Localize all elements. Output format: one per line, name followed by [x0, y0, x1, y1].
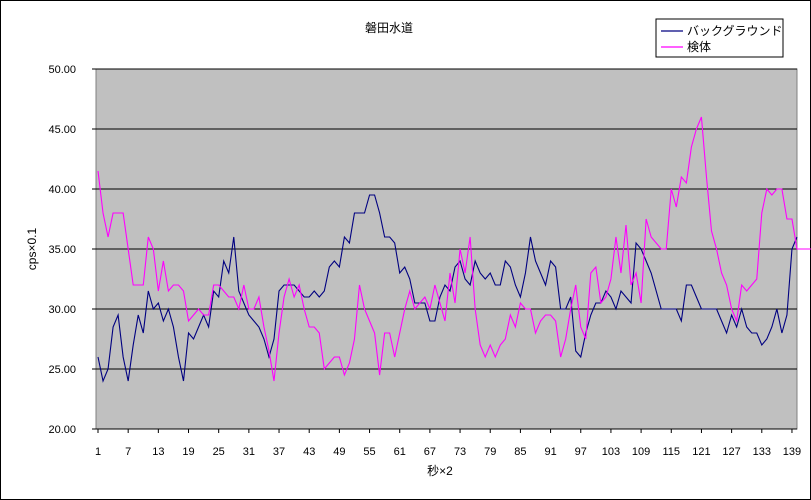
x-tick-label: 73	[454, 446, 466, 458]
x-tick-label: 43	[303, 446, 315, 458]
series-line-background	[97, 194, 798, 383]
x-tick-label: 31	[243, 446, 255, 458]
legend-label-sample: 検体	[687, 40, 711, 54]
x-tick-label: 139	[783, 446, 801, 458]
y-tick-label: 30.00	[48, 304, 76, 316]
legend-label-background: バックグラウンド	[687, 24, 783, 38]
x-axis-ticks: 1 7 13 19 25 31 37 43 49 55 61 67 73 79 85 91 97 103 109 11…	[95, 429, 801, 458]
x-tick-label: 67	[424, 446, 436, 458]
series-line-sample	[97, 116, 811, 382]
series-lines	[97, 116, 811, 383]
x-tick-label: 13	[152, 446, 164, 458]
y-tick-label: 20.00	[48, 424, 76, 436]
x-tick-label: 97	[575, 446, 587, 458]
x-tick-label: 91	[544, 446, 556, 458]
legend-box	[655, 18, 784, 58]
y-tick-label: 50.00	[48, 64, 76, 76]
legend: バックグラウンド 検体	[655, 18, 784, 58]
x-tick-label: 103	[602, 446, 620, 458]
x-tick-label: 133	[753, 446, 771, 458]
chart-title: 磐田水道	[365, 21, 413, 35]
y-tick-label: 25.00	[48, 364, 76, 376]
x-tick-label: 25	[213, 446, 225, 458]
x-tick-label: 121	[692, 446, 710, 458]
y-tick-label: 45.00	[48, 124, 76, 136]
x-tick-label: 19	[182, 446, 194, 458]
x-tick-label: 79	[484, 446, 496, 458]
y-axis-title: cps×0.1	[25, 227, 39, 270]
y-tick-label: 35.00	[48, 244, 76, 256]
x-tick-label: 85	[514, 446, 526, 458]
y-tick-label: 40.00	[48, 184, 76, 196]
y-axis-ticks: 20.00 25.00 30.00 35.00 40.00 45.00 50.00	[48, 64, 96, 436]
x-tick-label: 55	[363, 446, 375, 458]
x-tick-label: 1	[95, 446, 101, 458]
x-tick-label: 7	[125, 446, 131, 458]
x-tick-label: 127	[722, 446, 740, 458]
x-tick-label: 49	[333, 446, 345, 458]
x-axis-title: 秒×2	[427, 464, 453, 478]
x-tick-label: 109	[632, 446, 650, 458]
x-tick-label: 61	[394, 446, 406, 458]
x-tick-label: 37	[273, 446, 285, 458]
x-tick-label: 115	[662, 446, 680, 458]
